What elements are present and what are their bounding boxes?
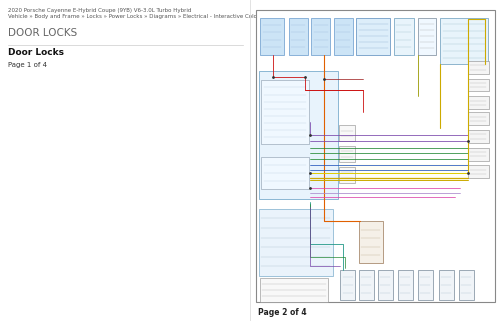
Bar [468,148,489,160]
Bar [334,18,352,55]
Bar [468,130,489,143]
Bar [261,157,309,189]
Bar [440,18,488,64]
Bar [260,278,328,302]
Bar [340,270,355,300]
Bar [359,221,382,263]
Text: 2020 Porsche Cayenne E-Hybrid Coupe (9YB) V6-3.0L Turbo Hybrid: 2020 Porsche Cayenne E-Hybrid Coupe (9YB… [8,8,191,13]
Bar [261,80,309,144]
Bar [418,18,436,55]
Text: Page 1 of 4: Page 1 of 4 [8,62,46,68]
Bar [418,270,432,300]
Bar [259,71,338,199]
Bar [260,18,284,55]
Bar [378,270,392,300]
Bar [339,125,355,141]
Text: Door Locks: Door Locks [8,48,64,57]
Bar [359,270,374,300]
Bar [439,270,454,300]
Bar [289,18,308,55]
Text: Page 2 of 4: Page 2 of 4 [258,308,306,317]
Bar [459,270,474,300]
Bar [468,79,489,91]
Bar [310,164,468,181]
Text: Vehicle » Body and Frame » Locks » Power Locks » Diagrams » Electrical - Interac: Vehicle » Body and Frame » Locks » Power… [8,14,285,20]
Bar [398,270,412,300]
Bar [356,18,390,55]
Bar [311,18,330,55]
Bar [468,112,489,125]
Bar [468,96,489,109]
Bar [468,165,489,178]
Bar [468,61,489,74]
Bar [394,18,414,55]
Bar [339,167,355,183]
Text: DOOR LOCKS: DOOR LOCKS [8,28,77,38]
Bar [259,209,332,276]
Bar [339,146,355,162]
